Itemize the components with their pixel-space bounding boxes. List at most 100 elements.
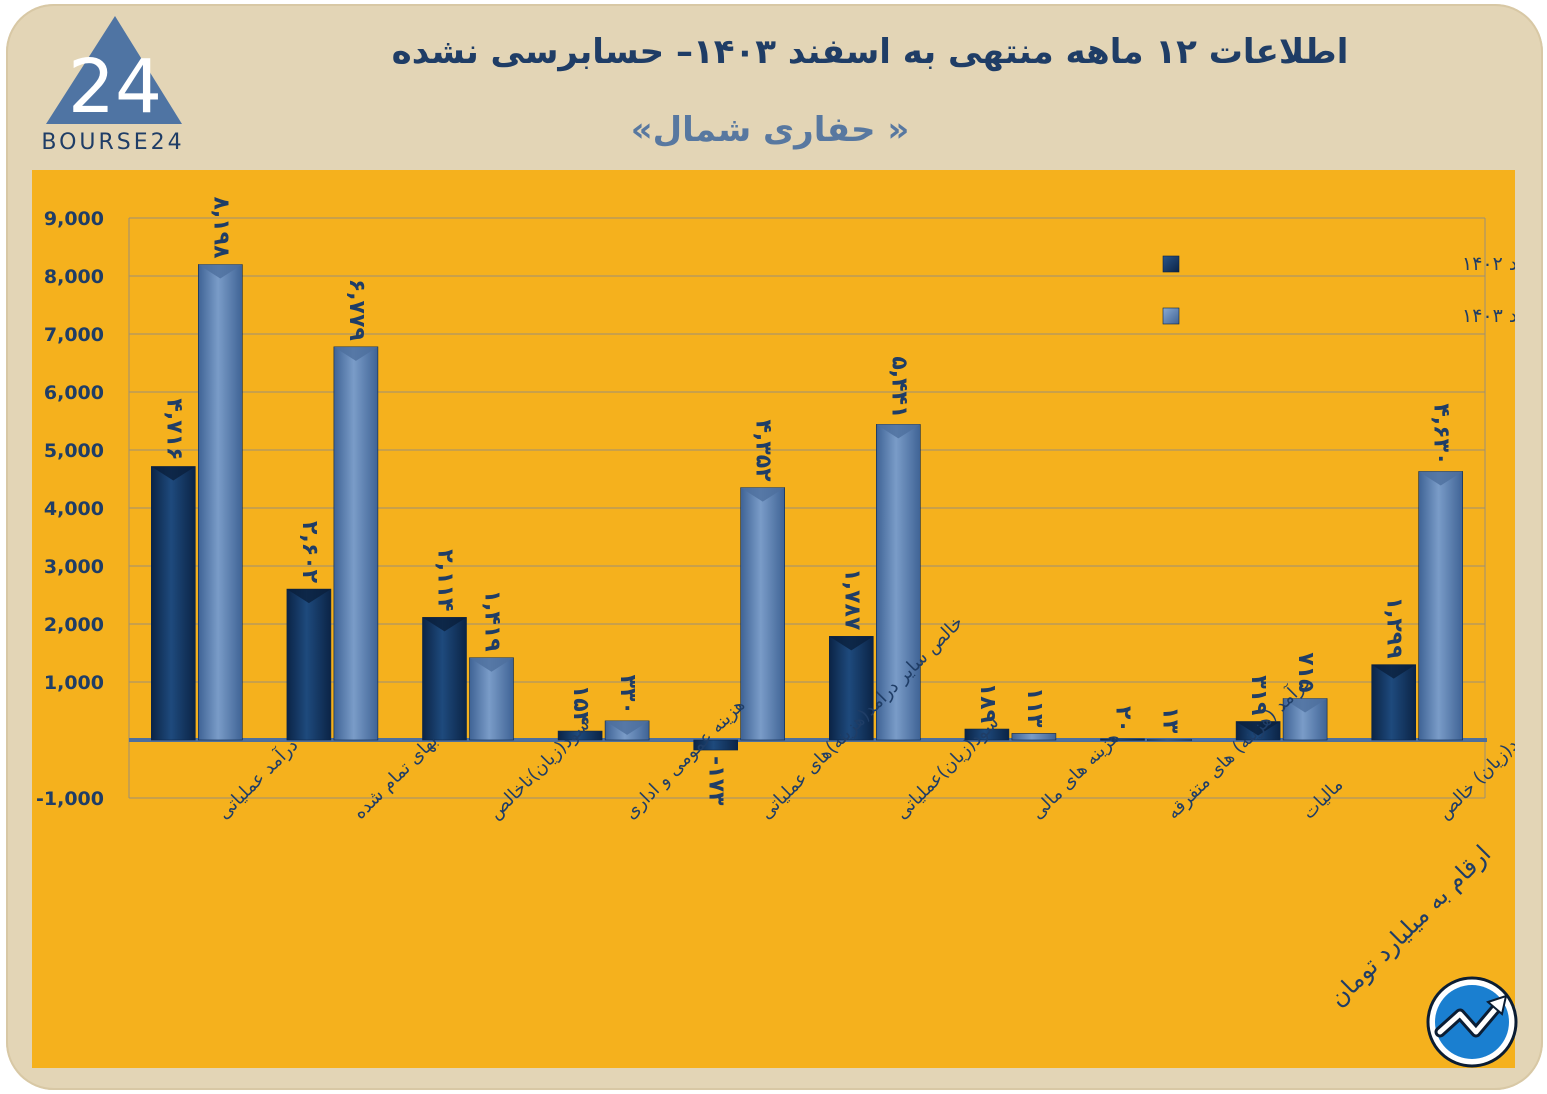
category-label: درآمد (هزینه) های متفرقه xyxy=(1161,671,1314,824)
bar-1402 xyxy=(1100,738,1145,741)
bar-value-label: ۲۰ xyxy=(1111,706,1136,733)
bar-value-label-group: ۴,۷۱۶ xyxy=(161,398,186,460)
bar-value-label-group: ۳۱۹ xyxy=(1246,675,1271,715)
bar-bevel xyxy=(1236,721,1281,736)
bar-value-label-group: ۶,۷۷۹ xyxy=(344,279,369,341)
y-tick-label: 1,000 xyxy=(44,672,104,694)
page-title: اطلاعات ۱۲ ماهه منتهی به اسفند ۱۴۰۳– حسا… xyxy=(391,32,1349,72)
bar-value-label-group: ۱,۴۱۹ xyxy=(480,590,505,652)
bar-bevel xyxy=(151,466,196,481)
legend: عملکرد منتهی به اسفند ۱۴۰۲ عملکرد منتهی ب… xyxy=(1162,253,1515,327)
bar-bevel xyxy=(422,617,467,632)
bar-bevel xyxy=(1283,698,1328,713)
bar-1403 xyxy=(1418,471,1463,741)
bar-value-label: ۱,۷۸۷ xyxy=(839,568,864,631)
bar-1403 xyxy=(333,346,379,741)
bar-1403 xyxy=(740,487,786,741)
logo-mark: 24 xyxy=(68,44,162,130)
category-label-group: بهای تمام شده xyxy=(349,731,442,824)
bar-value-label: ۶,۷۷۹ xyxy=(344,279,369,341)
logo-text: BOURSE24 xyxy=(41,130,185,155)
bar-value-label: ۴,۳۵۲ xyxy=(751,420,776,483)
bar-value-label-group: ۳۳۰ xyxy=(615,675,640,715)
bar-bevel xyxy=(469,657,514,672)
trend-arrow-icon xyxy=(1426,976,1518,1068)
bar-value-label: ۵,۴۴۱ xyxy=(886,356,911,418)
bar-value-label-group: ۱۵۴ xyxy=(568,685,593,725)
bar-value-label-group: ۸,۱۹۸ xyxy=(208,196,233,259)
bar-value-label-group: -۱۷۳ xyxy=(704,756,729,806)
bar-value-label: ۱۳ xyxy=(1158,706,1183,733)
bar-1403 xyxy=(1011,733,1057,741)
bar-value-label: ۱,۴۱۹ xyxy=(480,590,505,652)
legend-swatch-1403 xyxy=(1162,307,1180,325)
y-tick-label: 5,000 xyxy=(44,440,104,462)
bar-value-label: ۱۵۴ xyxy=(568,685,593,725)
bar-value-label-group: ۷۱۵ xyxy=(1293,652,1318,692)
bar-1402 xyxy=(964,728,1010,741)
bar-1403 xyxy=(1147,738,1192,742)
category-label-group: درآمد (هزینه) های متفرقه xyxy=(1161,671,1314,824)
bar-value-label: ۷۱۵ xyxy=(1293,652,1318,692)
bar-1402 xyxy=(422,617,467,741)
bar-bevel xyxy=(333,346,378,361)
y-tick-label: 6,000 xyxy=(44,382,104,404)
bar-1402 xyxy=(151,466,196,741)
bar-value-label-group: ۲,۱۱۴ xyxy=(433,549,458,611)
category-label: درآمد عملیاتی xyxy=(212,733,302,823)
category-label-group: درآمد عملیاتی xyxy=(212,733,302,823)
bar-value-label: ۱,۲۹۹ xyxy=(1382,597,1407,659)
bar-value-label: ۴,۶۳۰ xyxy=(1429,403,1454,465)
page-subtitle: « حفاری شمال» xyxy=(630,110,910,150)
bar-value-label-group: ۴,۳۵۲ xyxy=(751,420,776,483)
bar-value-label: ۲,۱۱۴ xyxy=(433,549,458,611)
bar-value-label-group: ۱,۲۹۹ xyxy=(1382,597,1407,659)
bar-value-label: -۱۷۳ xyxy=(704,756,729,806)
y-tick-label: 9,000 xyxy=(44,208,104,230)
bar-value-label: ۳۱۹ xyxy=(1246,675,1271,715)
bar-value-label: ۳۳۰ xyxy=(615,675,640,715)
bar-value-label: ۱۱۳ xyxy=(1022,687,1047,728)
legend-label-1402: عملکرد منتهی به اسفند ۱۴۰۲ xyxy=(1462,253,1515,275)
bar-value-label: ۱۸۹ xyxy=(975,683,1000,723)
y-tick-label: -1,000 xyxy=(36,788,104,810)
bar-bevel xyxy=(198,264,243,279)
bar-bevel xyxy=(876,424,921,439)
bar-value-label-group: ۱,۷۸۷ xyxy=(839,568,864,631)
bourse24-logo-icon: 24 xyxy=(46,16,182,130)
bar-value-label-group: ۵,۴۴۱ xyxy=(886,356,911,418)
bar-bevel xyxy=(1371,664,1416,679)
y-tick-label: 3,000 xyxy=(44,556,104,578)
y-tick-label: 4,000 xyxy=(44,498,104,520)
bar-value-label-group: ۱۳ xyxy=(1158,706,1183,733)
bar-1402 xyxy=(693,739,739,751)
bar-value-label-group: ۲,۶۰۲ xyxy=(297,521,322,584)
y-tick-label: 7,000 xyxy=(44,324,104,346)
bar-bevel xyxy=(1418,471,1463,486)
bar-value-label-group: ۱۱۳ xyxy=(1022,687,1047,728)
y-tick-label: 8,000 xyxy=(44,266,104,288)
bar-1403 xyxy=(875,424,921,741)
bar-layer xyxy=(151,264,1463,751)
legend-swatch-1402 xyxy=(1162,255,1180,273)
bar-bevel xyxy=(829,636,874,651)
bar-bevel xyxy=(740,487,785,502)
category-label: بهای تمام شده xyxy=(349,731,442,824)
bar-value-label-group: ۲۰ xyxy=(1111,706,1136,733)
y-tick-label: 2,000 xyxy=(44,614,104,636)
bar-value-label-group: ۴,۶۳۰ xyxy=(1429,403,1454,465)
bar-value-label: ۴,۷۱۶ xyxy=(161,398,186,460)
bar-1403 xyxy=(198,264,243,741)
chart-panel: -1,000 1,000 2,000 3,000 4,000 5,000 6,000 7,00… xyxy=(32,170,1515,1068)
bar-bevel xyxy=(286,589,331,604)
legend-label-1403: عملکرد منتهی به اسفند ۱۴۰۳ xyxy=(1462,305,1515,327)
bar-value-label: ۲,۶۰۲ xyxy=(297,521,322,584)
bar-chart: -1,000 1,000 2,000 3,000 4,000 5,000 6,000 7,00… xyxy=(36,196,1515,824)
bar-value-label: ۸,۱۹۸ xyxy=(208,196,233,259)
bar-1402 xyxy=(286,588,332,741)
bar-value-label-group: ۱۸۹ xyxy=(975,683,1000,723)
bar-1402 xyxy=(828,636,874,741)
bar-1402 xyxy=(557,730,603,741)
category-label: مالیات xyxy=(1298,774,1347,823)
bar-bevel xyxy=(605,720,650,735)
